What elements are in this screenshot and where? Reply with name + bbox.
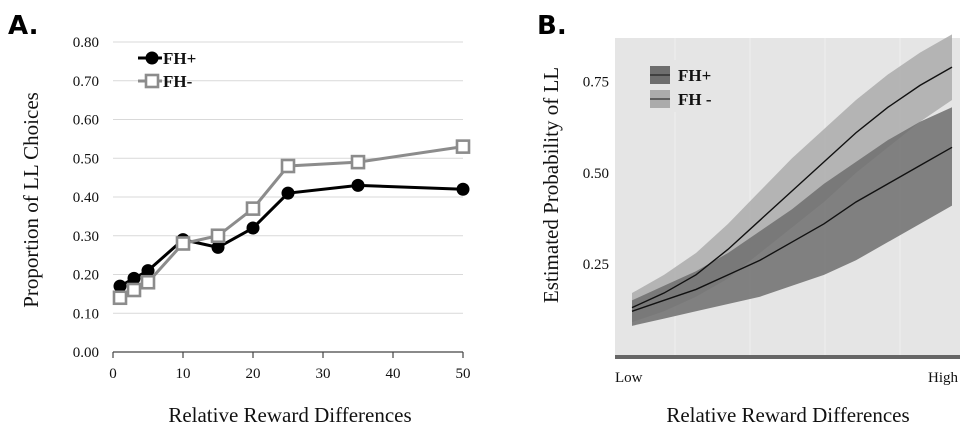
x-tick-label: 20 — [246, 366, 261, 382]
x-tick-label: 40 — [386, 366, 401, 382]
panel-a-y-axis-title: Proportion of LL Choices — [19, 92, 43, 308]
y-tick-label: 0.30 — [73, 229, 99, 245]
confidence-band-fh-plus — [632, 107, 952, 326]
panel-b-plot: 0.25 0.50 0.75 Low High — [583, 34, 960, 386]
y-tick-label: 0.50 — [73, 151, 99, 167]
x-tick-label: Low — [615, 370, 643, 386]
panel-a-series — [112, 139, 471, 306]
legend-label: FH - — [678, 90, 712, 109]
panel-b-legend: FH+ FH - — [643, 60, 731, 112]
data-point — [211, 240, 225, 254]
panel-a-legend: FH+ FH- — [138, 49, 196, 91]
y-tick-label: 0.00 — [73, 345, 99, 361]
data-point — [141, 264, 155, 278]
data-point — [246, 221, 260, 235]
panel-a-axes: 0.00 0.10 0.20 0.30 0.40 0.50 0.60 0.70 0.80 0 10 2… — [73, 35, 471, 382]
data-point — [456, 182, 470, 196]
data-point — [140, 274, 156, 290]
x-tick-label: 10 — [176, 366, 191, 382]
y-tick-label: 0.60 — [73, 113, 99, 129]
data-point — [127, 271, 141, 285]
legend-marker — [145, 51, 159, 65]
data-point — [280, 158, 296, 174]
x-tick-label: 50 — [456, 366, 471, 382]
y-tick-label: 0.70 — [73, 74, 99, 90]
data-point — [281, 186, 295, 200]
legend-label: FH+ — [163, 49, 196, 68]
x-axis-bar — [615, 355, 960, 359]
panel-b-x-axis-title: Relative Reward Differences — [666, 403, 909, 427]
panel-a-label: A. — [8, 11, 38, 41]
data-point — [210, 228, 226, 244]
x-tick-label: 0 — [109, 366, 117, 382]
legend-label: FH- — [163, 72, 193, 91]
y-tick-label: 0.40 — [73, 190, 99, 206]
data-point — [175, 236, 191, 251]
confidence-band-fh-minus — [632, 34, 952, 323]
panel-b-y-axis-title: Estimated Probability of LL — [539, 67, 563, 303]
data-point — [350, 154, 366, 170]
fit-line-fh-minus — [631, 66, 953, 309]
x-tick-label: 30 — [316, 366, 331, 382]
y-tick-label: 0.20 — [73, 268, 99, 284]
data-point — [126, 282, 142, 298]
y-tick-label: 0.75 — [583, 75, 609, 91]
y-tick-label: 0.25 — [583, 257, 609, 273]
data-point — [112, 290, 128, 306]
fit-line-fh-plus — [631, 146, 953, 312]
panel-a-x-axis-title: Relative Reward Differences — [168, 403, 411, 427]
x-tick-label: High — [928, 370, 959, 386]
y-tick-label: 0.10 — [73, 306, 99, 322]
panel-a-grid — [113, 41, 463, 314]
y-tick-label: 0.50 — [583, 166, 609, 182]
data-point — [113, 279, 127, 293]
legend-marker — [144, 73, 160, 89]
data-point — [351, 178, 365, 192]
legend-label: FH+ — [678, 66, 711, 85]
data-point — [455, 139, 471, 154]
y-tick-label: 0.80 — [73, 35, 99, 51]
data-point — [245, 201, 261, 216]
panel-b-label: B. — [537, 11, 567, 41]
